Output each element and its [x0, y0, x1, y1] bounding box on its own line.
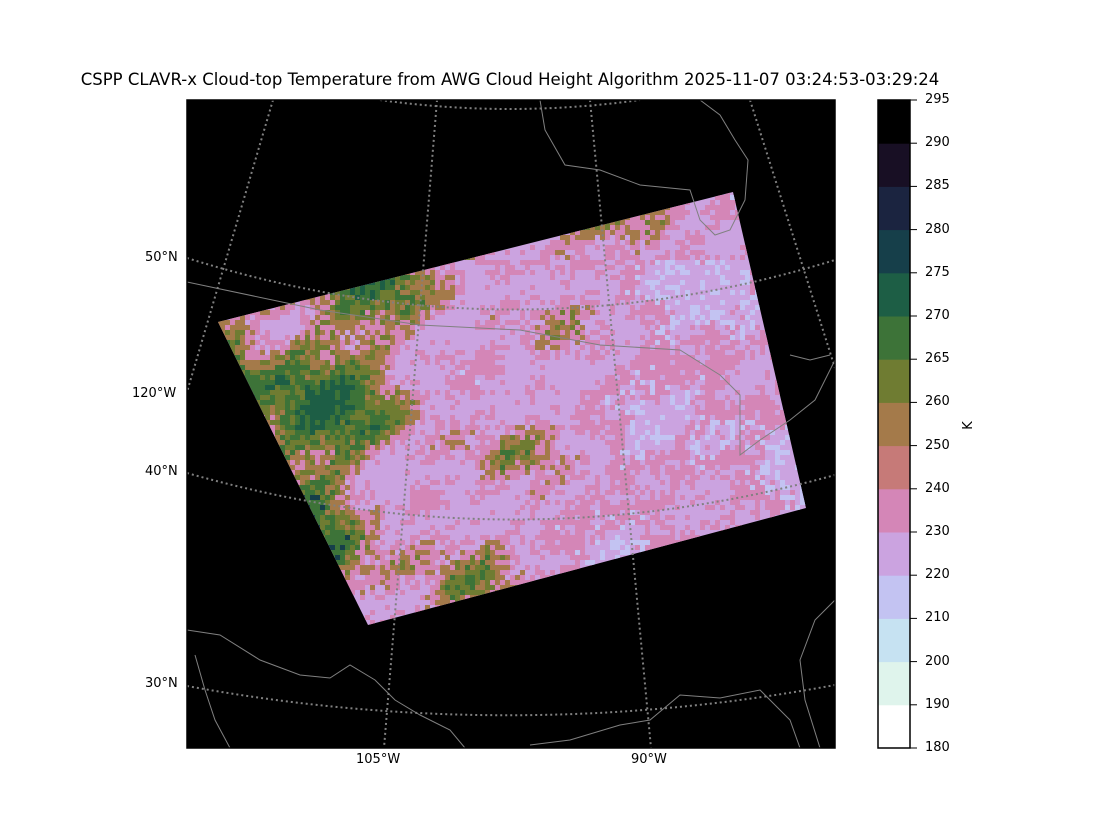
colorbar-tick-label: 190: [925, 696, 950, 712]
colorbar-bin: [878, 445, 910, 490]
colorbar-tick-label: 260: [925, 394, 950, 410]
lon-label-120w: 120°W: [132, 386, 177, 401]
map-title: CSPP CLAVR-x Cloud-top Temperature from …: [80, 70, 940, 89]
colorbar-tick-label: 270: [925, 308, 950, 323]
colorbar-bin: [878, 575, 910, 619]
lat-label-40n: 40°N: [145, 464, 178, 479]
colorbar-tick-label: 275: [925, 264, 950, 280]
colorbar: [877, 99, 917, 749]
colorbar-tick-label: 240: [925, 480, 950, 496]
colorbar-bin: [878, 143, 910, 187]
colorbar-bin: [878, 488, 910, 533]
colorbar-bin: [878, 704, 910, 749]
lat-label-50n: 50°N: [145, 250, 178, 265]
colorbar-bin: [878, 229, 910, 274]
lon-label-105w: 105°W: [356, 752, 401, 767]
colorbar-tick-label: 250: [925, 437, 950, 453]
colorbar-bin: [878, 402, 910, 447]
colorbar-tick-label: 285: [925, 178, 950, 194]
colorbar-tick-label: 220: [925, 567, 950, 583]
graticule: [187, 100, 835, 748]
colorbar-tick-label: 280: [925, 221, 950, 237]
colorbar-bin: [878, 359, 910, 403]
colorbar-tick-label: 210: [925, 610, 950, 626]
lat-label-30n: 30°N: [145, 676, 178, 691]
colorbar-tick-label: 295: [925, 92, 950, 107]
colorbar-bin: [878, 272, 910, 317]
colorbar-tick-label: 180: [925, 740, 950, 755]
colorbar-tick-label: 290: [925, 135, 950, 151]
colorbar-bin: [878, 186, 910, 231]
colorbar-tick-label: 200: [925, 653, 950, 669]
colorbar-bin: [878, 661, 910, 706]
colorbar-bin: [878, 532, 910, 576]
colorbar-tick-label: 265: [925, 351, 950, 367]
colorbar-tick-label: 230: [925, 524, 950, 539]
colorbar-label: K: [960, 421, 976, 430]
lon-label-90w: 90°W: [631, 752, 667, 767]
colorbar-bin: [878, 316, 910, 360]
coastlines-borders: [187, 100, 835, 748]
colorbar-bin: [878, 618, 910, 663]
colorbar-bin: [878, 100, 910, 144]
